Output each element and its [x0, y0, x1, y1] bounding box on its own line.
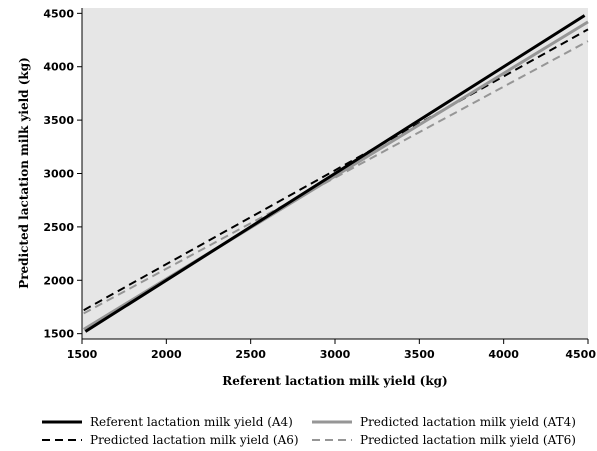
y-tick-label: 3000 [43, 168, 74, 181]
x-tick-label: 2500 [235, 348, 266, 361]
series-line [83, 28, 589, 312]
legend-label: Predicted lactation milk yield (AT6) [360, 433, 576, 447]
legend-label: Predicted lactation milk yield (A6) [90, 433, 299, 447]
y-tick-label: 1500 [43, 328, 74, 341]
x-tick-label: 4500 [565, 348, 596, 361]
y-tick-label: 4500 [43, 7, 74, 20]
y-axis-title: Predicted lactation milk yield (kg) [17, 57, 31, 289]
x-tick-label: 2000 [151, 348, 182, 361]
legend: Referent lactation milk yield (A4) Predic… [42, 415, 576, 447]
x-tick-label: 3000 [320, 348, 351, 361]
y-tick-label: 4000 [43, 61, 74, 74]
legend-label: Predicted lactation milk yield (AT4) [360, 415, 576, 429]
series-lines [82, 14, 589, 333]
legend-label: Referent lactation milk yield (A4) [90, 415, 293, 429]
y-tick-label: 2000 [43, 274, 74, 287]
x-tick-label: 4000 [488, 348, 519, 361]
y-tick-label: 3500 [43, 114, 74, 127]
x-axis-title: Referent lactation milk yield (kg) [222, 374, 447, 388]
y-tick-label: 2500 [43, 221, 74, 234]
x-tick-label: 1500 [67, 348, 98, 361]
y-axis: 1500 2000 2500 3000 3500 4000 4500 [43, 7, 83, 341]
series-line [84, 14, 586, 333]
x-tick-label: 3500 [404, 348, 435, 361]
x-axis: 1500 2000 2500 3000 3500 4000 4500 [67, 338, 596, 361]
